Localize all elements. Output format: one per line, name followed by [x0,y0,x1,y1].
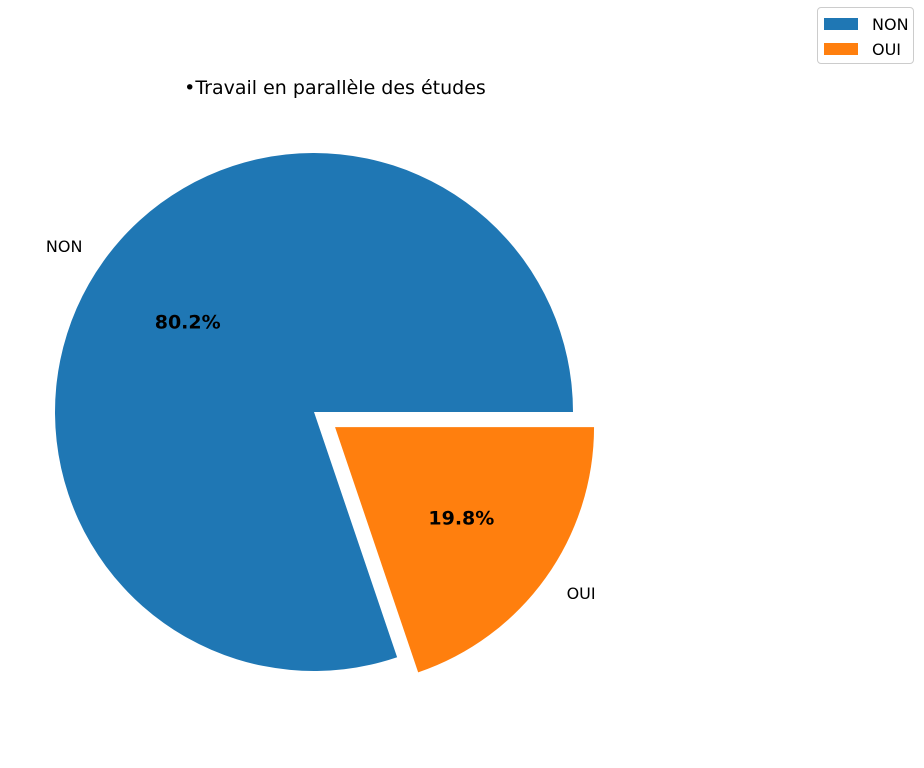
slice-label-non: NON [46,237,83,256]
slice-percent-oui: 19.8% [428,508,494,530]
legend-item-non: NON [824,14,909,34]
pie-slices [54,152,595,673]
chart-title: •Travail en parallèle des études [184,77,486,99]
slice-label-oui: OUI [567,584,596,603]
slice-percent-non: 80.2% [155,311,221,333]
legend-item-oui: OUI [824,39,901,59]
legend: NON OUI [817,7,914,64]
pie-labels: NON 80.2% OUI 19.8% [46,237,596,603]
legend-swatch-oui [824,43,858,55]
legend-swatch-non [824,18,858,30]
pie-slice-oui [335,427,595,673]
legend-label-non: NON [872,14,909,34]
legend-label-oui: OUI [872,39,902,59]
pie-slice-non [54,152,573,671]
